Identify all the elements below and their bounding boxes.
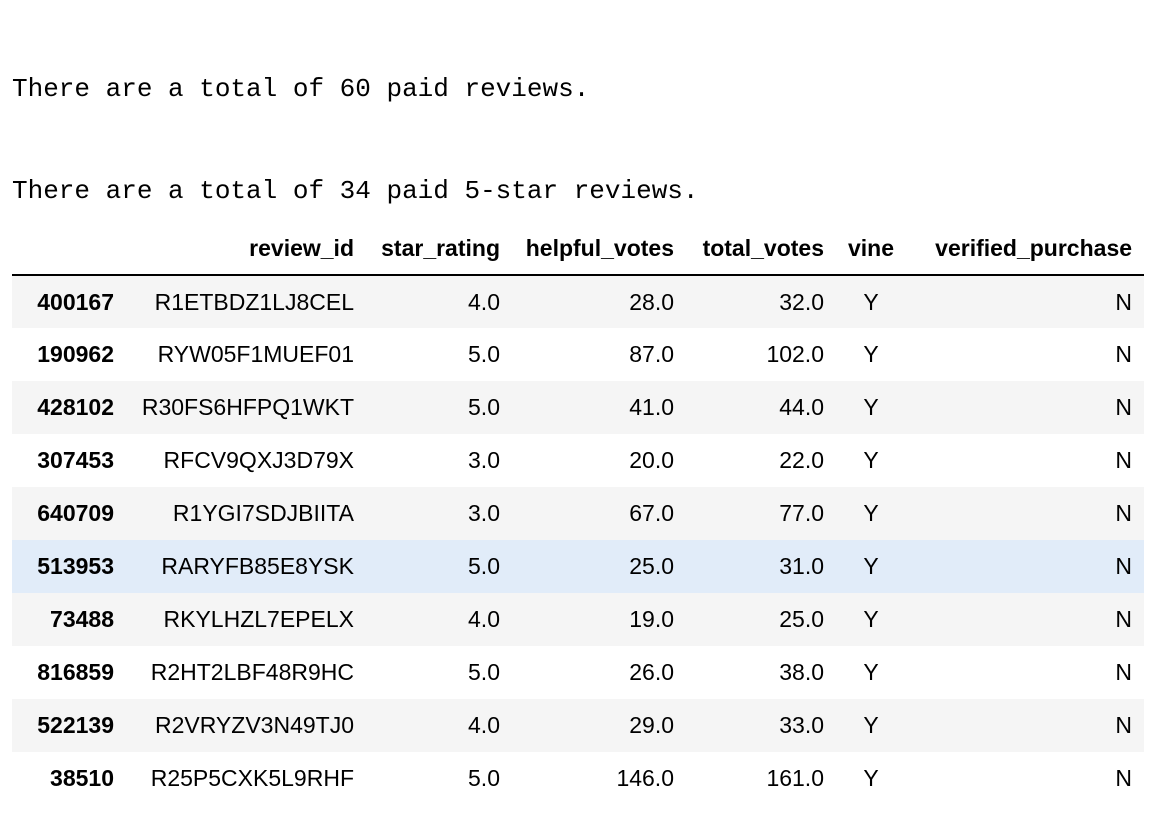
cell-verified-purchase: N (1115, 712, 1133, 738)
cell-total-votes: 25.0 (779, 606, 824, 632)
cell-total-votes: 102.0 (766, 341, 824, 367)
row-index: 190962 (37, 341, 114, 367)
cell-helpful-votes: 29.0 (629, 712, 674, 738)
header-vine: vine (836, 222, 907, 276)
cell-star-rating: 5.0 (468, 341, 500, 367)
cell-verified-purchase: N (1115, 606, 1133, 632)
cell-verified-purchase: N (1115, 447, 1133, 473)
table-row: 816859 R2HT2LBF48R9HC 5.0 26.0 38.0 Y N (12, 646, 1145, 699)
cell-total-votes: 22.0 (779, 447, 824, 473)
cell-output-text: There are a total of 60 paid reviews. Th… (12, 4, 699, 548)
row-index: 307453 (37, 447, 114, 473)
cell-total-votes: 44.0 (779, 394, 824, 420)
cell-review-id: RARYFB85E8YSK (161, 553, 354, 579)
cell-helpful-votes: 19.0 (629, 606, 674, 632)
cell-total-votes: 161.0 (766, 765, 824, 791)
cell-total-votes: 31.0 (779, 553, 824, 579)
output-line-total-paid: There are a total of 60 paid reviews. (12, 74, 590, 104)
row-index: 428102 (37, 394, 114, 420)
cell-verified-purchase: N (1115, 553, 1133, 579)
cell-verified-purchase: N (1115, 288, 1133, 315)
header-index (12, 222, 126, 276)
cell-review-id: RKYLHZL7EPELX (163, 606, 354, 632)
table-row: 307453 RFCV9QXJ3D79X 3.0 20.0 22.0 Y N (12, 434, 1145, 487)
cell-review-id: R2HT2LBF48R9HC (150, 659, 354, 685)
header-star-rating: star_rating (366, 222, 512, 276)
table-row: 400167 R1ETBDZ1LJ8CEL 4.0 28.0 32.0 Y N (12, 275, 1145, 328)
table-row: 522139 R2VRYZV3N49TJ0 4.0 29.0 33.0 Y N (12, 699, 1145, 752)
output-line-sample-heading: Paid Review Data Sample: (12, 482, 387, 512)
header-verified-purchase: verified_purchase (906, 222, 1145, 276)
output-line-percentage: 56.67% of paid reviews were 5-star revie… (12, 278, 683, 308)
cell-verified-purchase: N (1115, 394, 1133, 420)
header-row: review_id star_rating helpful_votes tota… (12, 222, 1145, 276)
cell-star-rating: 3.0 (468, 447, 500, 473)
cell-total-votes: 38.0 (779, 659, 824, 685)
table-row: 38510 R25P5CXK5L9RHF 5.0 146.0 161.0 Y N (12, 752, 1145, 805)
cell-helpful-votes: 26.0 (629, 659, 674, 685)
cell-review-id: RFCV9QXJ3D79X (163, 447, 354, 473)
cell-verified-purchase: N (1115, 341, 1133, 367)
cell-star-rating: 5.0 (468, 394, 500, 420)
cell-vine: Y (863, 341, 879, 367)
row-index: 400167 (37, 288, 114, 315)
cell-vine: Y (863, 500, 879, 526)
cell-vine: Y (863, 394, 879, 420)
header-total-votes: total_votes (686, 222, 836, 276)
cell-star-rating: 4.0 (468, 288, 500, 315)
cell-review-id: R1YGI7SDJBIITA (172, 500, 354, 526)
table-header: review_id star_rating helpful_votes tota… (12, 222, 1145, 276)
table-row: 190962 RYW05F1MUEF01 5.0 87.0 102.0 Y N (12, 328, 1145, 381)
row-index: 816859 (37, 659, 114, 685)
cell-total-votes: 33.0 (779, 712, 824, 738)
cell-star-rating: 3.0 (468, 500, 500, 526)
cell-helpful-votes: 28.0 (629, 288, 674, 315)
cell-vine: Y (863, 288, 879, 315)
cell-vine: Y (863, 553, 879, 579)
cell-vine: Y (863, 447, 879, 473)
cell-helpful-votes: 67.0 (629, 500, 674, 526)
cell-helpful-votes: 87.0 (629, 341, 674, 367)
row-index: 73488 (50, 606, 114, 632)
header-helpful-votes: helpful_votes (512, 222, 686, 276)
cell-verified-purchase: N (1115, 765, 1133, 791)
cell-vine: Y (863, 659, 879, 685)
cell-helpful-votes: 146.0 (616, 765, 674, 791)
cell-star-rating: 4.0 (468, 712, 500, 738)
table-row: 428102 R30FS6HFPQ1WKT 5.0 41.0 44.0 Y N (12, 381, 1145, 434)
cell-vine: Y (863, 606, 879, 632)
cell-total-votes: 77.0 (779, 500, 824, 526)
table-body: 400167 R1ETBDZ1LJ8CEL 4.0 28.0 32.0 Y N 190962 R… (12, 275, 1145, 805)
cell-star-rating: 4.0 (468, 606, 500, 632)
table-row: 513953 RARYFB85E8YSK 5.0 25.0 31.0 Y N (12, 540, 1145, 593)
cell-review-id: R30FS6HFPQ1WKT (141, 394, 354, 420)
header-review-id: review_id (126, 222, 366, 276)
cell-review-id: RYW05F1MUEF01 (157, 341, 354, 367)
cell-review-id: R1ETBDZ1LJ8CEL (154, 288, 354, 315)
cell-star-rating: 5.0 (468, 553, 500, 579)
cell-star-rating: 5.0 (468, 659, 500, 685)
table-row: 640709 R1YGI7SDJBIITA 3.0 67.0 77.0 Y N (12, 487, 1145, 540)
cell-vine: Y (863, 712, 879, 738)
row-index: 640709 (37, 500, 114, 526)
row-index: 522139 (37, 712, 114, 738)
output-line-total-5star: There are a total of 34 paid 5-star revi… (12, 176, 699, 206)
cell-star-rating: 5.0 (468, 765, 500, 791)
cell-verified-purchase: N (1115, 659, 1133, 685)
row-index: 38510 (50, 765, 114, 791)
cell-review-id: R2VRYZV3N49TJ0 (155, 712, 354, 738)
cell-total-votes: 32.0 (779, 288, 824, 315)
cell-vine: Y (863, 765, 879, 791)
row-index: 513953 (37, 553, 114, 579)
dataframe-table: review_id star_rating helpful_votes tota… (12, 222, 1145, 805)
cell-helpful-votes: 20.0 (629, 447, 674, 473)
cell-review-id: R25P5CXK5L9RHF (150, 765, 354, 791)
cell-verified-purchase: N (1115, 500, 1133, 526)
cell-helpful-votes: 41.0 (629, 394, 674, 420)
table-row: 73488 RKYLHZL7EPELX 4.0 19.0 25.0 Y N (12, 593, 1145, 646)
cell-helpful-votes: 25.0 (629, 553, 674, 579)
